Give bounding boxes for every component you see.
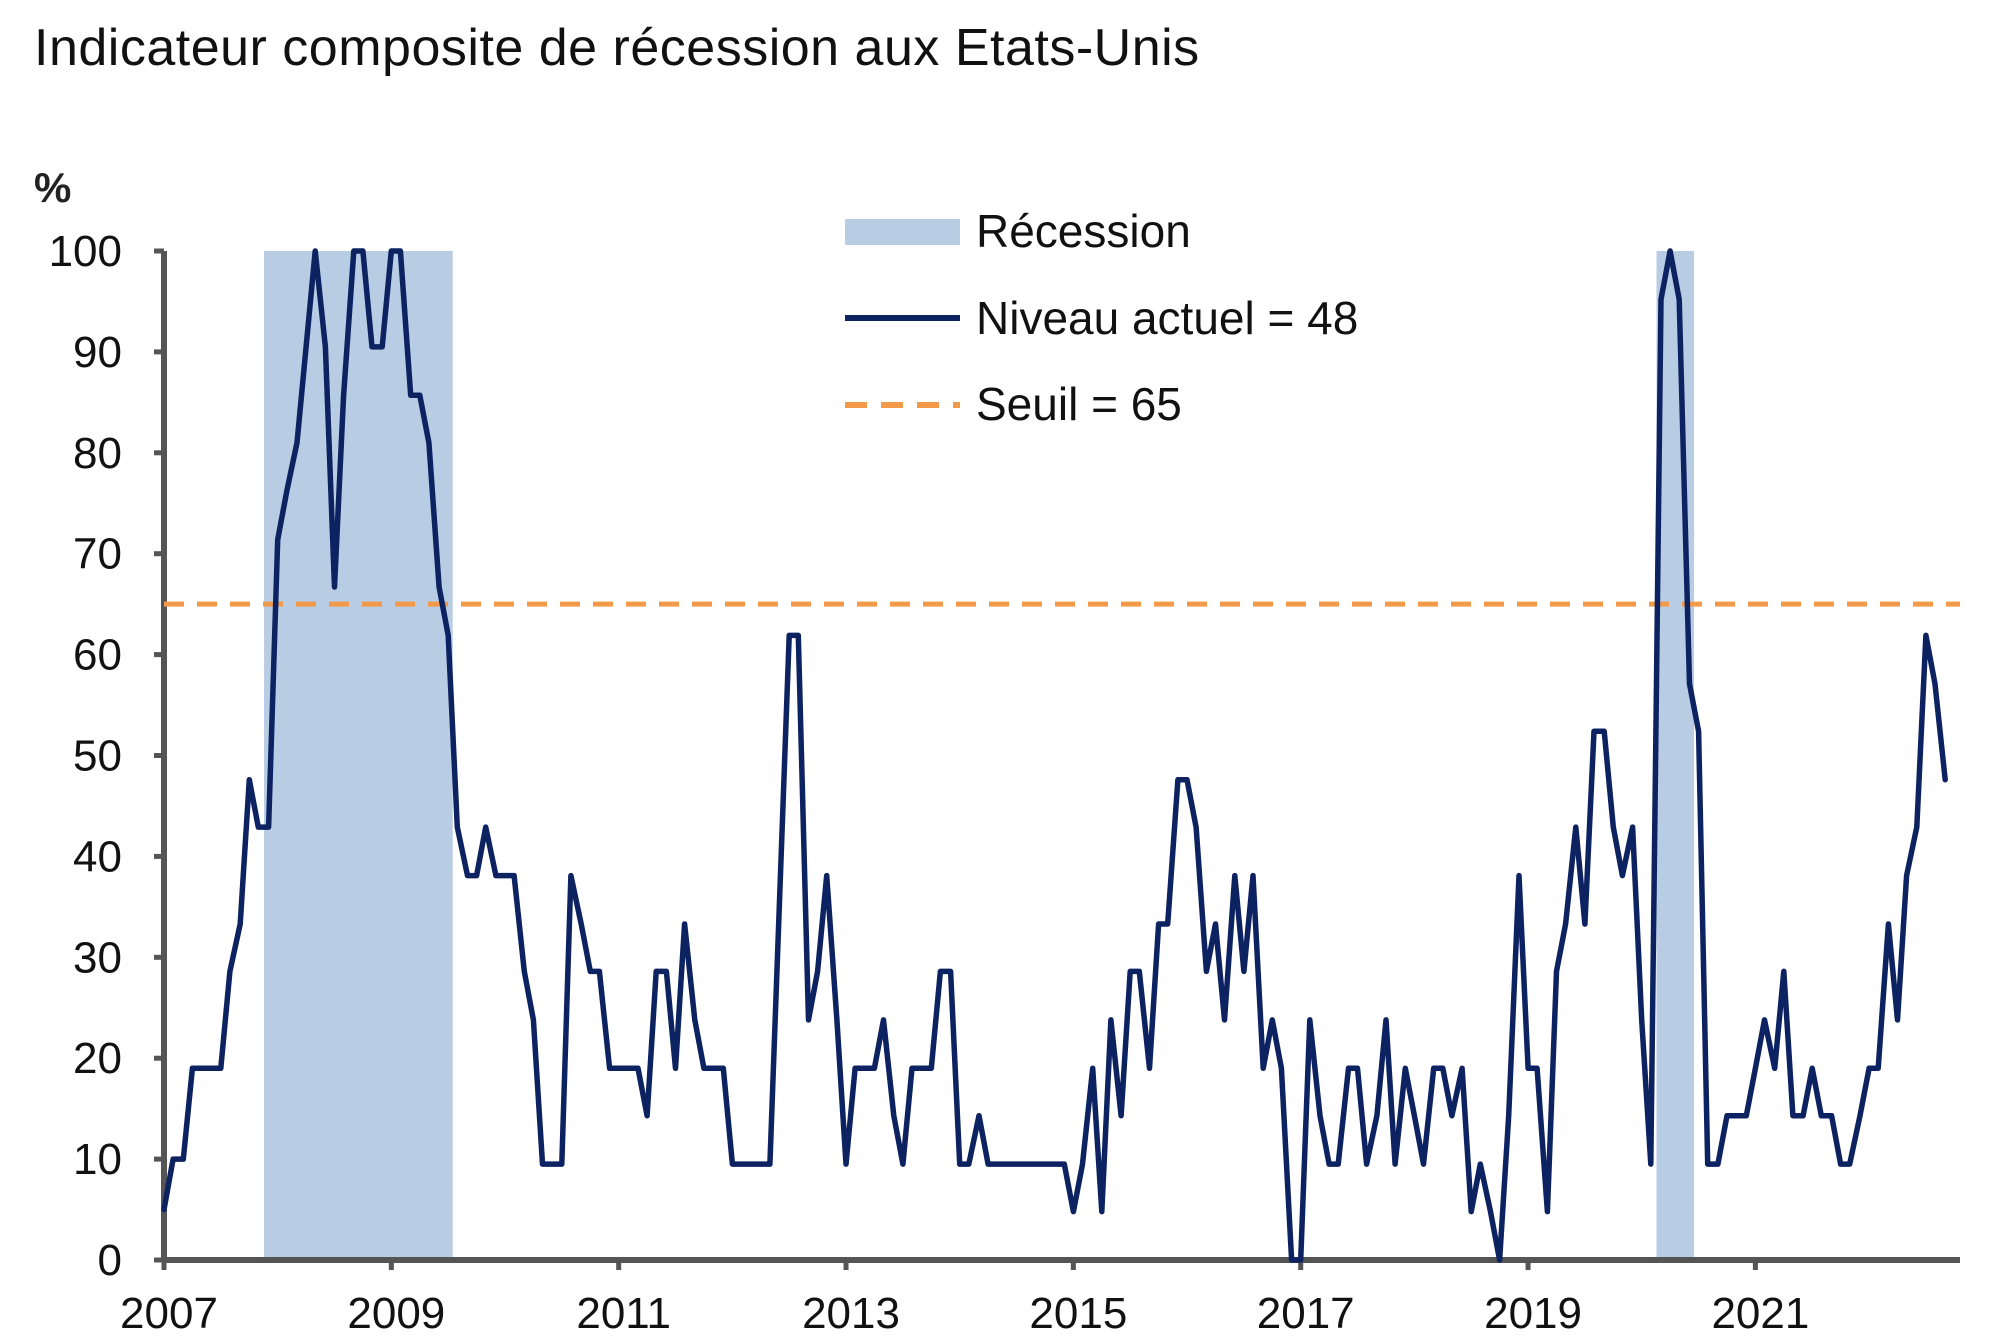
recession-band-2 <box>1656 251 1695 1260</box>
x-tick-label: 2013 <box>802 1289 900 1338</box>
x-tick-label: 2017 <box>1257 1289 1355 1338</box>
y-tick-label: 20 <box>73 1034 122 1083</box>
x-tick-label: 2011 <box>576 1289 671 1338</box>
y-tick-label: 60 <box>73 631 122 680</box>
axes: 0 10 20 30 40 50 60 70 80 90 100 2007 2009 2011 2013 20… <box>49 227 1960 1338</box>
legend-label-threshold: Seuil = 65 <box>976 378 1182 430</box>
y-tick-label: 100 <box>49 227 122 276</box>
y-tick-label: 0 <box>98 1236 122 1285</box>
y-tick-label: 90 <box>73 328 122 377</box>
y-tick-label: 80 <box>73 429 122 478</box>
recession-band-1 <box>264 251 453 1260</box>
y-tick-label: 40 <box>73 832 122 881</box>
x-tick-label: 2009 <box>347 1289 445 1338</box>
y-unit-label: % <box>34 164 71 211</box>
recession-bands <box>264 251 1695 1260</box>
x-tick-label: 2015 <box>1029 1289 1127 1338</box>
x-tick-label: 2019 <box>1484 1289 1582 1338</box>
x-tick-label: 2021 <box>1711 1289 1809 1338</box>
legend-swatch-recession <box>845 219 960 245</box>
y-tick-label: 10 <box>73 1135 122 1184</box>
legend-label-recession: Récession <box>976 205 1191 257</box>
y-tick-label: 70 <box>73 530 122 579</box>
y-tick-label: 50 <box>73 732 122 781</box>
chart-title: Indicateur composite de récession aux Et… <box>34 19 1200 77</box>
x-tick-label: 2007 <box>120 1289 218 1338</box>
series-group <box>161 248 1948 1263</box>
legend-label-level: Niveau actuel = 48 <box>976 292 1358 344</box>
series-line-1 <box>161 248 1948 1263</box>
legend: Récession Niveau actuel = 48 Seuil = 65 <box>845 205 1358 430</box>
y-tick-label: 30 <box>73 933 122 982</box>
